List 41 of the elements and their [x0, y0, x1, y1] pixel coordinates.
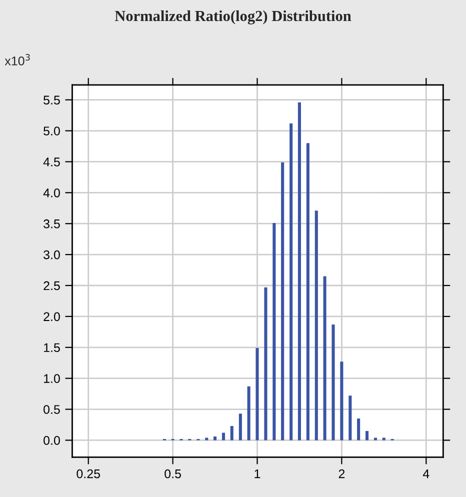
bar	[247, 386, 250, 440]
y-tick-label: 5.5	[44, 96, 60, 104]
bar	[323, 276, 326, 440]
y-tick-label: 1.0	[44, 374, 60, 383]
y-tick-label: 4.0	[43, 188, 60, 198]
bar	[298, 102, 301, 440]
bar	[348, 396, 352, 440]
bar	[306, 143, 310, 440]
bar	[264, 287, 268, 440]
bar	[222, 432, 226, 440]
y-axis-title: x10$^{3}$	[4, 54, 30, 66]
y-tick-label: 0.5	[44, 405, 60, 414]
y-tick-label: 5.0	[44, 126, 60, 136]
bar	[314, 210, 318, 440]
bar	[382, 438, 386, 440]
chart-title: Normalized Ratio(log2) Distribution	[114, 10, 352, 24]
bar	[290, 123, 293, 440]
bar	[238, 414, 242, 440]
bar	[357, 418, 360, 440]
x-tick-label: 1	[254, 470, 260, 478]
bar	[205, 438, 208, 440]
y-tick-label: 2.0	[44, 312, 60, 322]
bar	[332, 324, 335, 440]
bar	[365, 430, 369, 440]
bar	[340, 362, 344, 440]
bar	[213, 436, 217, 440]
x-tick-label: 0.5	[164, 469, 181, 478]
y-tick-label: 4.5	[43, 158, 60, 166]
bar	[256, 348, 259, 440]
y-tick-label: 1.5	[44, 343, 60, 352]
x-tick-label: 2	[338, 469, 345, 478]
y-tick-label: 3.5	[44, 219, 60, 228]
bar	[230, 426, 234, 440]
y-tick-label: 2.5	[44, 281, 60, 290]
x-tick-label: 4	[422, 470, 430, 478]
bar	[374, 438, 377, 440]
y-tick-label: 3.0	[44, 250, 60, 260]
bar	[281, 162, 284, 440]
x-tick-label: 0.25	[76, 469, 100, 478]
y-tick-label: 0.0	[44, 436, 60, 445]
bar	[272, 222, 276, 440]
